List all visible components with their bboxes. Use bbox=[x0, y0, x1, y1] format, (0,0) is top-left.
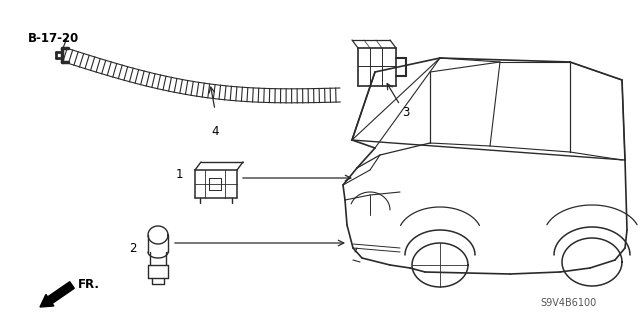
Text: 2: 2 bbox=[129, 242, 137, 256]
Text: FR.: FR. bbox=[78, 278, 100, 292]
Text: B-17-20: B-17-20 bbox=[28, 32, 79, 44]
FancyArrow shape bbox=[40, 282, 74, 307]
Text: 3: 3 bbox=[402, 106, 410, 118]
Text: 4: 4 bbox=[211, 125, 219, 138]
Text: S9V4B6100: S9V4B6100 bbox=[540, 298, 596, 308]
Text: 1: 1 bbox=[175, 168, 183, 182]
